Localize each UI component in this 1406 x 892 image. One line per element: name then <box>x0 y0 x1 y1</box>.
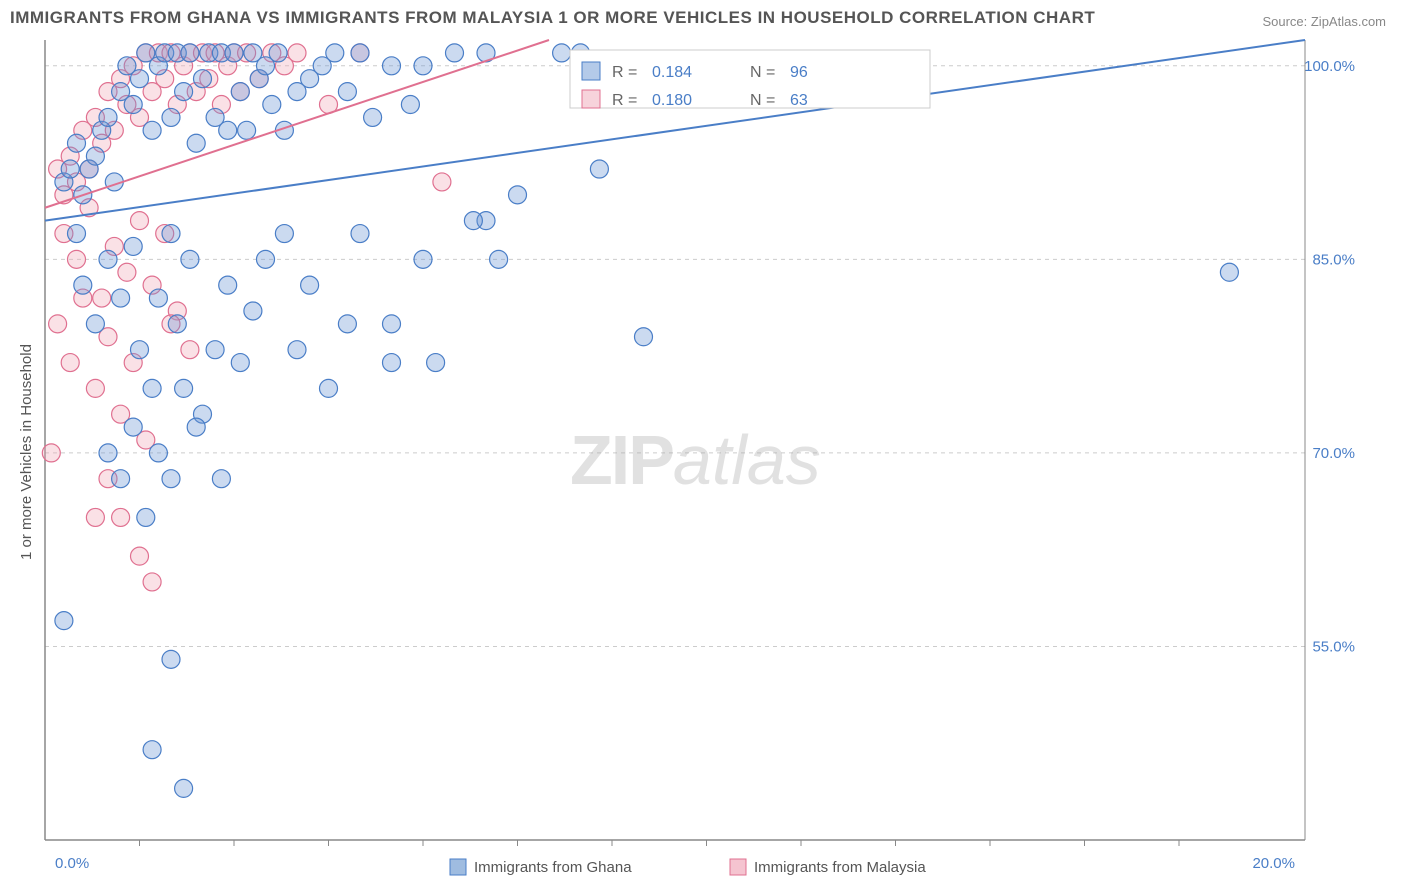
svg-text:85.0%: 85.0% <box>1312 251 1355 268</box>
svg-text:63: 63 <box>790 92 808 109</box>
svg-text:55.0%: 55.0% <box>1312 638 1355 655</box>
svg-text:Immigrants from Ghana: Immigrants from Ghana <box>474 859 632 876</box>
svg-text:96: 96 <box>790 64 808 81</box>
svg-text:R =: R = <box>612 64 637 81</box>
svg-text:0.0%: 0.0% <box>55 855 89 872</box>
scatter-chart: 55.0% 70.0% 85.0% 100.0% 0.0% 20.0% R = 0.184 N … <box>0 0 1406 892</box>
svg-text:20.0%: 20.0% <box>1252 855 1295 872</box>
svg-text:0.180: 0.180 <box>652 92 692 109</box>
svg-text:0.184: 0.184 <box>652 64 692 81</box>
svg-text:N =: N = <box>750 92 775 109</box>
svg-text:70.0%: 70.0% <box>1312 445 1355 462</box>
svg-text:N =: N = <box>750 64 775 81</box>
svg-text:100.0%: 100.0% <box>1304 58 1355 75</box>
svg-text:R =: R = <box>612 92 637 109</box>
svg-text:Immigrants from Malaysia: Immigrants from Malaysia <box>754 859 926 876</box>
